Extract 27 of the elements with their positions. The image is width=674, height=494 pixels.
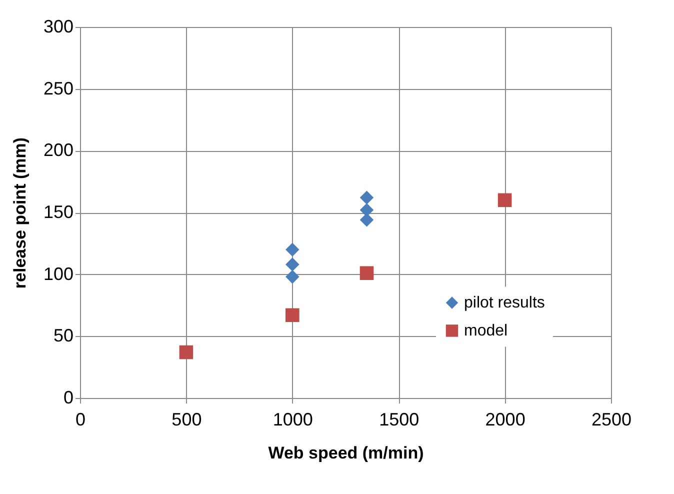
x-tick-label: 2500 xyxy=(591,410,632,430)
point xyxy=(179,345,194,360)
legend-label: pilot results xyxy=(464,294,545,312)
point xyxy=(286,270,300,284)
y-axis-title: release point (mm) xyxy=(10,137,30,289)
y-tick-label: 100 xyxy=(43,264,74,284)
point xyxy=(360,266,374,280)
y-tick-label: 200 xyxy=(43,140,74,160)
x-tick-label: 1000 xyxy=(272,410,313,430)
y-tick-label: 300 xyxy=(43,16,74,36)
point xyxy=(498,193,512,208)
y-tick-label: 50 xyxy=(53,326,74,346)
x-tick-label: 1500 xyxy=(379,410,420,430)
point xyxy=(360,203,374,217)
y-tick-label: 150 xyxy=(43,202,74,222)
point xyxy=(360,190,374,205)
y-tick-label: 250 xyxy=(43,78,74,98)
point xyxy=(286,258,300,272)
point xyxy=(286,308,300,322)
x-tick-label: 500 xyxy=(172,410,202,430)
x-tick-label: 0 xyxy=(75,410,86,430)
legend-label: model xyxy=(464,322,508,340)
point xyxy=(286,242,300,256)
y-tick-label: 0 xyxy=(63,388,74,408)
x-tick-label: 2000 xyxy=(485,410,526,430)
x-axis-title: Web speed (m/min) xyxy=(268,444,424,462)
point xyxy=(360,213,374,227)
